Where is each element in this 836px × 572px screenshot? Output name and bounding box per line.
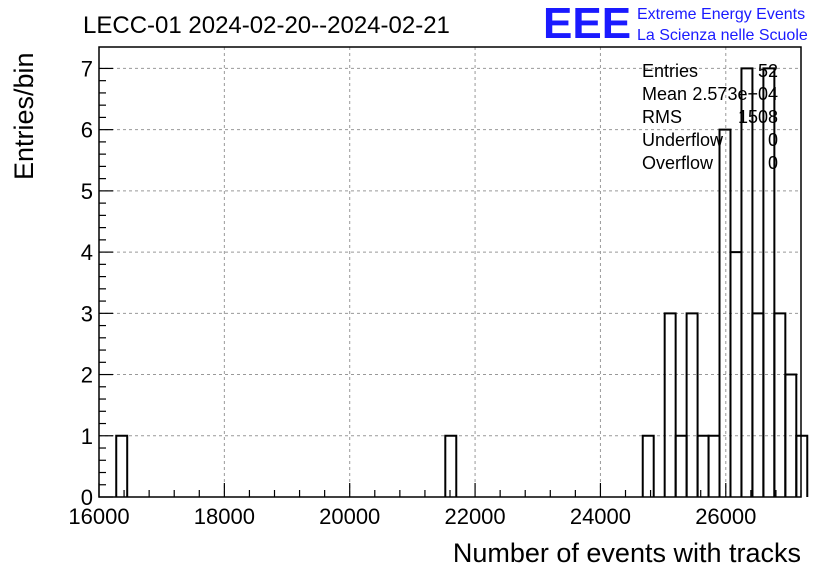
histogram-bar <box>707 434 721 497</box>
stats-overflow-label: Overflow <box>642 153 714 173</box>
grid-lines <box>99 47 801 497</box>
y-tick-label: 5 <box>81 179 93 204</box>
x-tick-label: 16000 <box>68 504 129 529</box>
histogram-bar <box>696 434 710 497</box>
stats-entries-value: 52 <box>758 61 778 81</box>
y-tick-label: 3 <box>81 301 93 326</box>
stats-mean-value: 2.573e+04 <box>692 84 778 104</box>
x-axis-title: Number of events with tracks <box>453 538 801 568</box>
histogram-bar <box>762 67 776 497</box>
histogram-bar <box>740 67 754 497</box>
plot-frame <box>98 46 802 498</box>
stats-entries-label: Entries <box>642 61 698 81</box>
histogram-bar <box>685 312 699 497</box>
histogram-bar <box>674 434 688 497</box>
x-tick-label: 22000 <box>444 504 505 529</box>
stats-mean-label: Mean <box>642 84 687 104</box>
eee-logo-mark: EEE <box>543 0 631 48</box>
logo-line-1: Extreme Energy Events <box>637 6 805 23</box>
y-tick-label: 2 <box>81 363 93 388</box>
eee-logo: EEE Extreme Energy Events La Scienza nel… <box>543 0 808 48</box>
histogram-bar <box>751 312 765 497</box>
histogram-bar <box>641 434 655 497</box>
histogram-bar <box>444 434 458 497</box>
y-tick-label: 6 <box>81 118 93 143</box>
histogram-bar <box>663 312 677 497</box>
y-tick-label: 4 <box>81 240 93 265</box>
histogram-bar <box>795 434 809 497</box>
y-tick-label: 1 <box>81 424 93 449</box>
y-axis: 0 1 2 3 4 5 6 7 <box>81 56 113 510</box>
y-tick-label: 7 <box>81 56 93 81</box>
x-tick-label: 24000 <box>570 504 631 529</box>
x-tick-label: 20000 <box>319 504 380 529</box>
x-axis: 16000 18000 20000 22000 24000 26000 <box>68 483 802 529</box>
stats-box: Entries 52 Mean 2.573e+04 RMS 1508 Under… <box>642 61 778 173</box>
stats-underflow-value: 0 <box>768 130 778 150</box>
histogram-bar <box>115 434 129 497</box>
stats-overflow-value: 0 <box>768 153 778 173</box>
y-tick-label: 0 <box>81 485 93 510</box>
histogram-bar <box>773 312 787 497</box>
y-axis-title: Entries/bin <box>9 52 39 180</box>
x-tick-label: 26000 <box>695 504 756 529</box>
stats-rms-label: RMS <box>642 107 682 127</box>
logo-line-2: La Scienza nelle Scuole <box>637 27 808 44</box>
chart-title: LECC-01 2024-02-20--2024-02-21 <box>83 12 450 39</box>
stats-underflow-label: Underflow <box>642 130 724 150</box>
x-tick-label: 18000 <box>194 504 255 529</box>
stats-rms-value: 1508 <box>738 107 778 127</box>
histogram-bars <box>115 67 809 497</box>
